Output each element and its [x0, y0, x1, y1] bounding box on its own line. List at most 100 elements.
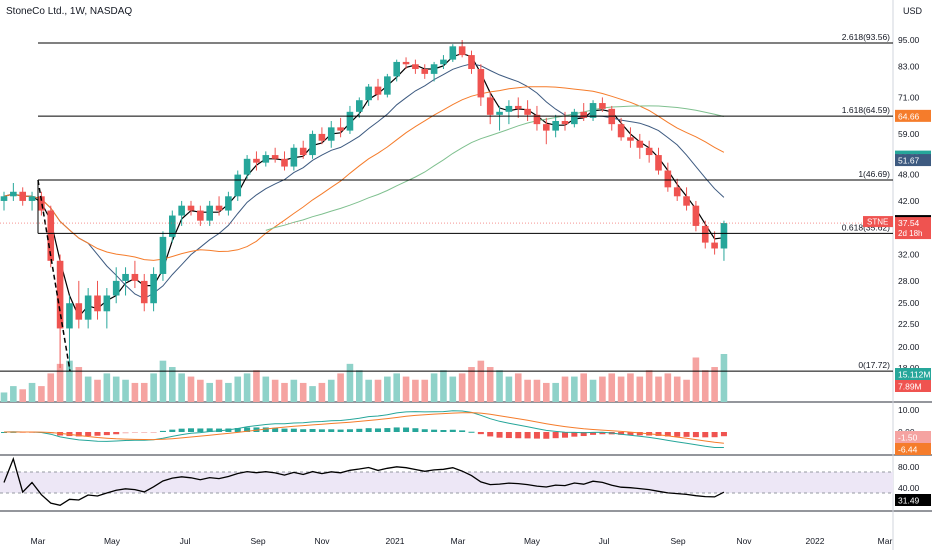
candle-body: [571, 111, 578, 125]
macd-histogram-bar: [141, 432, 148, 433]
volume-bar: [664, 373, 672, 402]
volume-bar: [271, 379, 279, 402]
candle-body: [701, 225, 709, 243]
candle-body: [543, 124, 550, 131]
price-tick-label: 25.00: [898, 298, 920, 308]
volume-bars: [0, 354, 728, 402]
candle-body: [253, 158, 260, 163]
volume-bar: [384, 376, 391, 402]
candle-body: [636, 140, 644, 148]
macd-histogram-bar: [94, 432, 101, 436]
fib-level-label: 0.618(35.62): [842, 222, 890, 232]
macd-histogram-bar: [543, 432, 550, 439]
symbol-badge-bg: [863, 216, 893, 228]
macd-histogram-bar: [683, 432, 690, 437]
time-tick-label: 2021: [386, 536, 405, 546]
macd-tick-label: 10.00: [898, 405, 920, 415]
volume-bar: [552, 382, 559, 402]
volume-bar: [458, 373, 466, 402]
candle-body: [496, 111, 503, 115]
volume-bar: [608, 373, 616, 402]
ma-mid-line: [3, 63, 725, 300]
macd-value-badge-bg: [895, 431, 931, 443]
macd-histogram-bar: [234, 428, 241, 432]
macd-histogram-bar: [384, 428, 391, 432]
macd-histogram-bar: [580, 432, 587, 437]
candle-body: [56, 260, 64, 329]
macd-histogram-bar: [206, 428, 213, 432]
signal-value-badge-bg: [895, 443, 931, 455]
candle-body: [645, 147, 653, 156]
macd-histogram-bar: [103, 432, 110, 436]
candle-body: [617, 124, 625, 138]
candle-body: [449, 46, 457, 60]
price-badge: 15.112M: [898, 370, 930, 380]
candle-body: [477, 69, 485, 98]
volume-bar: [140, 382, 148, 402]
candle-body: [486, 97, 494, 115]
signal-value-badge: -6.44: [898, 445, 918, 455]
macd-histogram-bar: [692, 432, 699, 438]
candle-body: [271, 155, 279, 159]
last-price-label: 37.54: [898, 218, 920, 228]
candle-body: [374, 86, 382, 95]
macd-histogram-bar: [85, 432, 92, 437]
candle-body: [169, 215, 176, 237]
volume-bar: [178, 373, 185, 402]
rsi-value-badge-bg: [895, 494, 931, 506]
volume-bar: [505, 376, 513, 402]
volume-bar: [617, 376, 625, 402]
volume-bar: [225, 382, 232, 402]
macd-histogram-bar: [309, 429, 316, 432]
volume-bar: [655, 376, 662, 402]
macd-histogram-bar: [290, 428, 297, 432]
macd-histogram-bar: [496, 432, 503, 438]
candle-body: [159, 236, 167, 274]
volume-bar: [38, 386, 45, 402]
macd-histogram-bar: [113, 432, 120, 435]
candle-body: [47, 210, 55, 261]
candle-body: [140, 280, 148, 304]
candle-body: [430, 64, 438, 74]
volume-bar: [393, 373, 400, 402]
volume-bar: [337, 373, 344, 402]
volume-bar: [150, 373, 157, 402]
macd-histogram-bar: [328, 429, 335, 432]
macd-signal-line: [4, 412, 724, 444]
macd-histogram-bar: [216, 428, 223, 432]
volume-bar: [571, 376, 578, 402]
macd-histogram-bar: [524, 432, 531, 439]
candle-body: [75, 303, 83, 320]
volume-bar: [645, 370, 653, 402]
candle-body: [552, 120, 559, 131]
candle-body: [468, 55, 475, 70]
candle-body: [19, 191, 26, 201]
last-price-badge-bg: [895, 217, 931, 240]
time-tick-label: 2022: [806, 536, 825, 546]
candle-body: [412, 64, 419, 70]
volume-bar: [421, 379, 429, 402]
macd-histogram-bar: [346, 429, 353, 432]
volume-bar: [374, 379, 382, 402]
macd-histogram-bar: [505, 432, 512, 439]
candle-body: [10, 191, 17, 197]
volume-bar: [169, 367, 176, 402]
fib-level-label: 2.618(93.56): [842, 32, 890, 42]
ma-long-line: [265, 105, 725, 231]
time-tick-label: Nov: [736, 536, 752, 546]
volume-bar: [627, 373, 634, 402]
candle-body: [150, 273, 157, 304]
macd-histogram-bar: [590, 432, 597, 435]
volume-bar: [290, 379, 298, 402]
macd-histogram-bar: [337, 429, 344, 432]
candle-body: [84, 295, 92, 320]
macd-histogram-bar: [365, 428, 372, 432]
time-tick-label: Mar: [878, 536, 893, 546]
volume-bar: [206, 382, 213, 402]
candle-body: [402, 61, 410, 65]
macd-histogram-bar: [159, 430, 166, 432]
volume-bar: [56, 363, 64, 402]
macd-histogram-bar: [272, 427, 279, 432]
macd-histogram-bar: [375, 428, 381, 432]
